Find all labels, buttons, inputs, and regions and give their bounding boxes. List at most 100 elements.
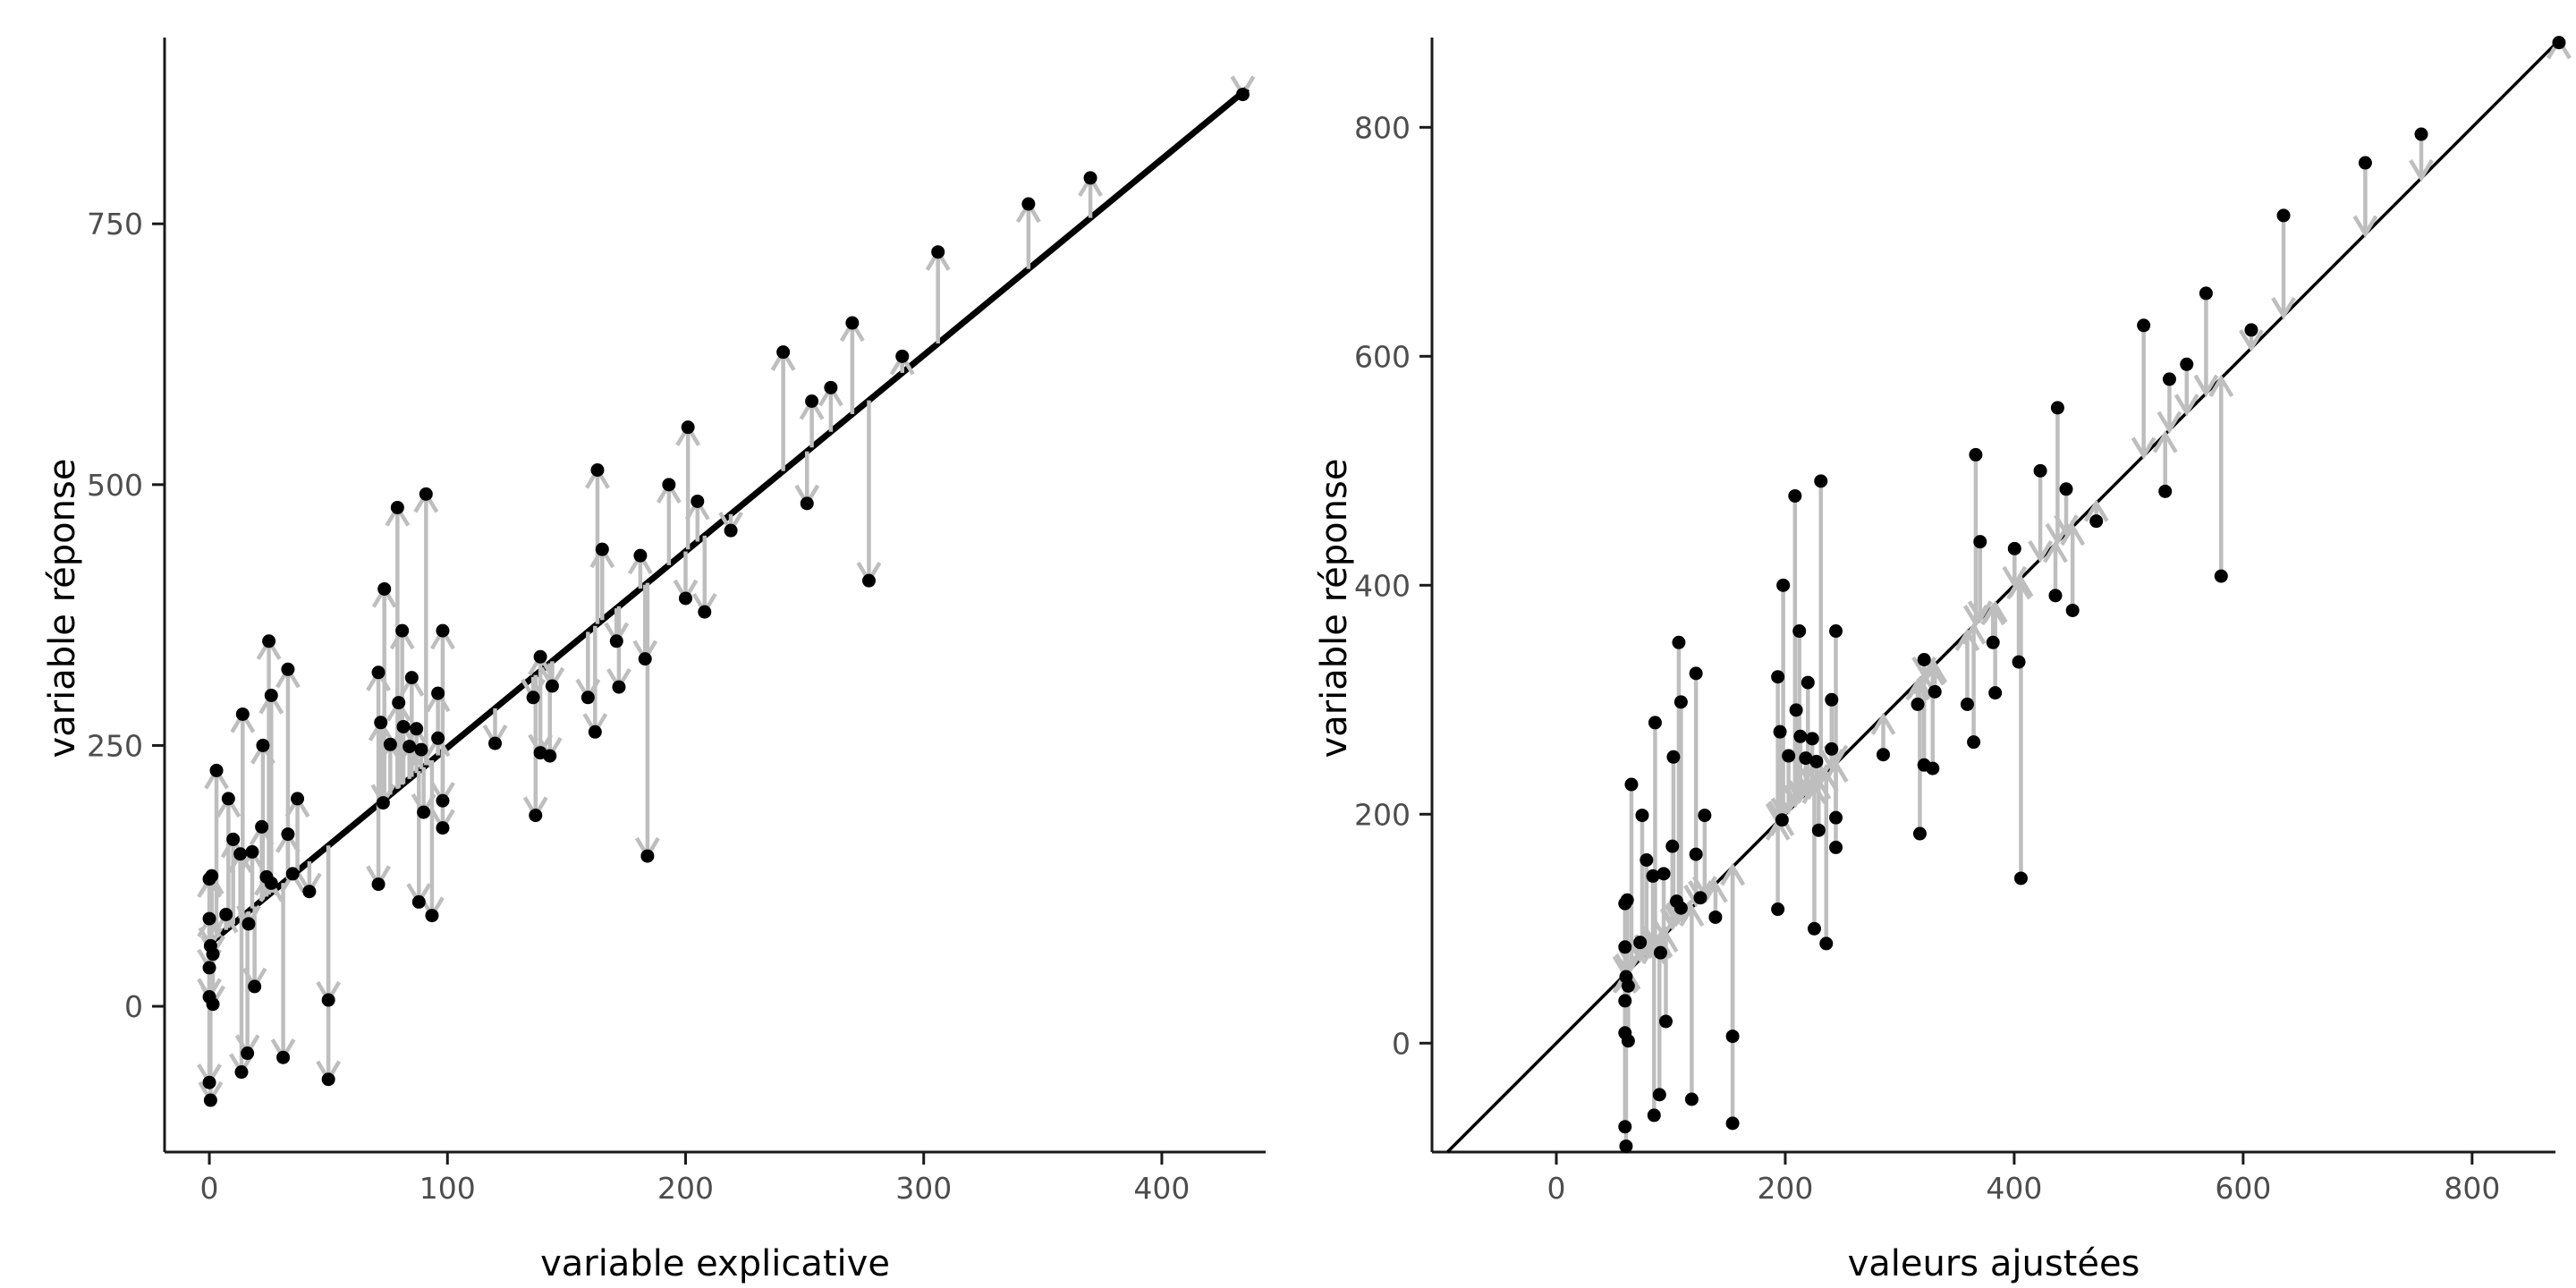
data-point <box>1684 1092 1699 1106</box>
y-axis-title-left: variable réponse <box>42 458 83 758</box>
data-point <box>1805 732 1819 746</box>
data-point <box>264 688 278 702</box>
data-point <box>1621 1034 1635 1048</box>
residual-arrows <box>197 75 1256 1105</box>
data-point <box>1708 910 1723 924</box>
data-point <box>1693 891 1707 905</box>
data-point <box>805 394 819 409</box>
data-point <box>1618 940 1632 954</box>
residual-arrow-head <box>1775 792 1801 815</box>
residual-arrow-head <box>2131 436 2157 460</box>
data-point <box>390 500 404 514</box>
data-point <box>931 245 945 259</box>
data-point <box>414 742 428 757</box>
residual-arrow-head <box>2352 215 2378 239</box>
data-point <box>2162 372 2176 386</box>
data-point <box>234 1065 249 1080</box>
x-tick-label: 800 <box>2444 1171 2500 1206</box>
data-point <box>1926 761 1940 775</box>
data-point <box>609 634 623 648</box>
data-point <box>580 691 595 705</box>
data-point <box>2214 569 2228 583</box>
data-point <box>678 591 692 606</box>
residual-arrow-head <box>1792 775 1818 798</box>
data-point <box>1819 936 1834 951</box>
residual-arrow-head <box>2152 430 2178 453</box>
y-tick-label: 600 <box>1354 339 1411 374</box>
data-point <box>588 724 602 739</box>
data-point <box>202 1075 216 1089</box>
residual-arrow-head <box>1679 903 1705 928</box>
data-point <box>1911 697 1925 711</box>
y-tick-label: 400 <box>1354 568 1411 603</box>
data-point <box>1618 994 1632 1008</box>
residual-arrow-head <box>2239 329 2264 352</box>
data-point <box>662 478 676 492</box>
data-point <box>221 792 235 806</box>
data-point <box>2012 655 2026 669</box>
x-tick-label: 400 <box>1986 1171 2042 1206</box>
data-point <box>1689 666 1703 681</box>
data-point <box>612 680 626 694</box>
data-points <box>1618 36 2566 1153</box>
residual-arrow-head <box>1702 879 1728 903</box>
data-point <box>1621 979 1635 993</box>
data-point <box>404 671 419 685</box>
data-point <box>845 316 860 330</box>
data-point <box>1657 867 1671 881</box>
data-point <box>411 894 426 909</box>
y-tick-label: 250 <box>87 728 143 763</box>
data-point <box>1648 716 1662 730</box>
data-point <box>1811 823 1826 837</box>
data-point <box>526 691 540 705</box>
residual-arrow-head <box>1982 600 2008 623</box>
data-point <box>1647 1108 1661 1123</box>
data-point <box>206 997 220 1012</box>
data-point <box>226 832 241 846</box>
data-point <box>1801 675 1815 690</box>
right-panel: 0 200 400 600 800 0 200 400 600 800 <box>1354 36 2572 1206</box>
data-point <box>698 605 712 619</box>
data-point <box>1792 624 1807 639</box>
data-point <box>262 634 276 648</box>
residual-arrow-head <box>2028 539 2054 564</box>
data-point <box>1967 735 1981 750</box>
data-point <box>241 1046 255 1061</box>
data-point <box>545 679 559 693</box>
data-point <box>436 623 450 638</box>
data-point <box>1618 1120 1632 1134</box>
data-points <box>202 88 1250 1107</box>
x-tick-label: 200 <box>1757 1171 1813 1206</box>
data-point <box>202 961 216 975</box>
residual-arrow-head <box>1962 605 1988 628</box>
data-point <box>1782 749 1796 763</box>
data-point <box>377 581 392 596</box>
data-point <box>2180 357 2194 371</box>
data-point <box>776 345 791 360</box>
y-tick-label: 0 <box>124 989 143 1024</box>
residual-arrow-head <box>2271 296 2296 320</box>
data-point <box>1624 777 1639 792</box>
data-point <box>1829 624 1843 639</box>
data-point <box>2358 156 2372 170</box>
data-point <box>1771 902 1785 917</box>
data-point <box>543 749 557 763</box>
data-point <box>633 548 648 563</box>
data-point <box>396 719 411 733</box>
data-point <box>895 349 910 363</box>
data-point <box>1788 488 1802 503</box>
data-point <box>1789 703 1803 717</box>
data-point <box>245 844 259 859</box>
data-point <box>1825 692 1839 707</box>
residual-arrow-head <box>2409 159 2434 182</box>
data-point <box>1021 197 1036 211</box>
data-point <box>2552 36 2566 50</box>
data-point <box>1653 945 1667 960</box>
data-point <box>724 523 738 538</box>
data-point <box>281 827 295 842</box>
data-point <box>861 573 876 588</box>
data-point <box>2059 482 2073 496</box>
